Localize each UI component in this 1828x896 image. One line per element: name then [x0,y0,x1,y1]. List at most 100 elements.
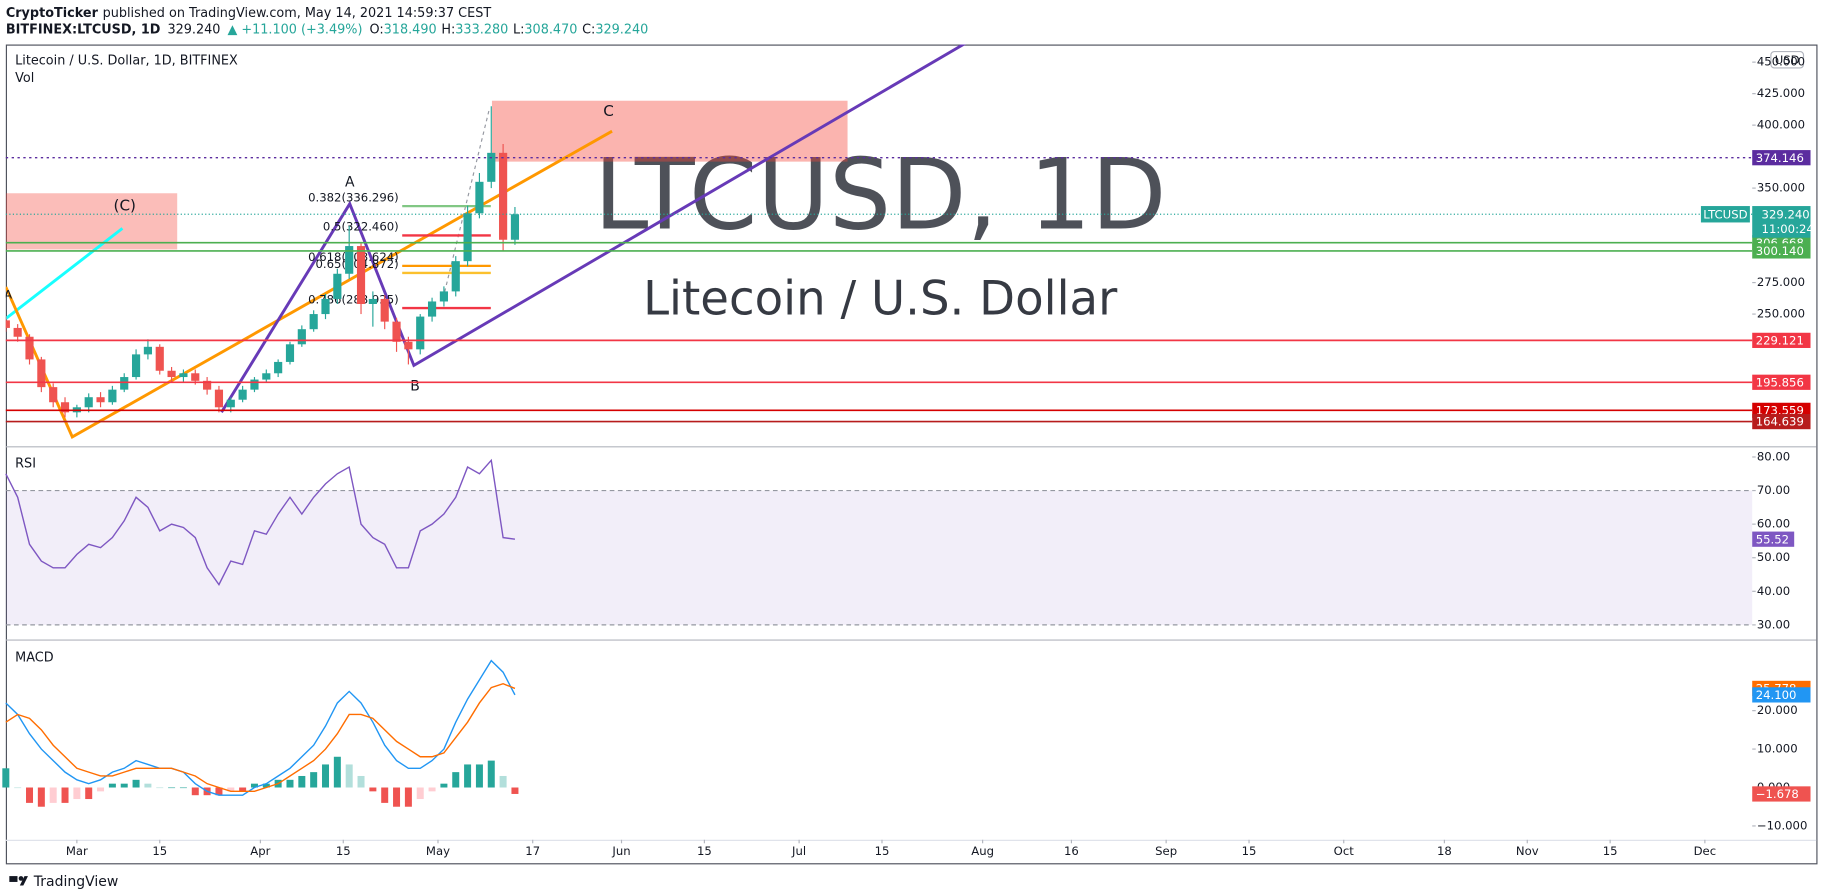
y-tick-label: 80.00 [1757,449,1790,463]
macd-histogram-bar [108,783,116,788]
candle-body [108,389,117,403]
macd-histogram-bar [227,787,235,792]
ohlc-key: H: [441,22,455,37]
macd-histogram-bar [452,772,460,788]
x-tick-label: Aug [971,844,994,858]
candle-body [499,152,508,240]
ohlc-key: C: [582,22,595,37]
price-tag-box [1752,206,1811,238]
macd-histogram-bar [2,768,10,788]
macd-histogram-bar [168,787,176,789]
candle-body [96,397,105,403]
level-tag: 173.559 [1756,403,1804,417]
published: published on TradingView.com, May 14, 20… [103,5,492,20]
macd-tag: −1.678 [1756,787,1799,801]
macd-histogram-bar [26,787,34,803]
macd-histogram-bar [37,787,45,807]
candle-body [475,181,484,214]
level-tag-box [1752,332,1811,348]
macd-histogram-bar [97,787,105,792]
y-tick-label: 50.00 [1757,550,1790,564]
macd-histogram-bar [262,783,270,788]
macd-histogram-bar [345,764,353,788]
macd-histogram-bar [14,787,22,789]
candle-body [238,389,247,400]
candle-body [214,389,224,408]
level-tag: 195.856 [1756,375,1804,389]
x-tick-label: 16 [1064,844,1079,858]
x-tick-label: Jul [791,844,806,858]
ohlc-value: 308.470 [524,22,577,37]
x-tick-label: 15 [1242,844,1257,858]
frame [5,44,1818,865]
candle-body [84,397,93,408]
publish-line: CryptoTicker published on TradingView.com… [6,5,492,20]
x-tick-label: 15 [152,844,167,858]
macd-line [5,659,516,796]
candle-body [368,298,377,304]
macd-histogram-bar [239,787,247,792]
macd-histogram-bar [475,764,483,788]
candle-body [439,291,448,302]
x-tick-label: Mar [66,844,88,858]
candle-body [285,344,295,362]
drawings: 0.382(336.296) 0.5(322.460) 0.618(308.624)… [5,44,967,439]
candle-body [167,370,176,378]
macd-histogram-bar [464,764,472,788]
rsi-title: RSI [15,456,36,471]
wave-label: A [345,175,355,191]
macd-histogram-bar [120,783,128,788]
candle-body [131,354,141,378]
currency-badge[interactable] [1770,50,1805,69]
candle-body [345,246,354,274]
candle-body [333,273,342,299]
x-tick-label: Nov [1516,844,1539,858]
fib-label: 0.618(308.624) [308,250,399,264]
level-tag: 164.639 [1756,415,1804,429]
x-tick-label: Jun [611,844,630,858]
x-tick-label: 17 [525,844,540,858]
macd-histogram-bar [61,787,69,803]
candle-body [155,346,164,371]
x-tick-label: 15 [1603,844,1618,858]
candle-body [416,316,425,350]
candle-body [13,327,22,337]
macd-histogram-bar [49,787,57,803]
macd-title: MACD [15,651,54,666]
y-tick-label: 20.000 [1757,703,1798,717]
x-tick-label: Dec [1694,844,1717,858]
level-tag-box [1752,243,1811,259]
rsi-tag: 55.52 [1756,532,1789,546]
author: CryptoTicker [6,5,99,20]
y-tick-label: 425.000 [1757,86,1805,100]
macd-histogram-bar [144,783,152,788]
x-tick-label: May [426,844,450,858]
level-tag: 229.121 [1756,333,1804,347]
ohlc-value: 333.280 [455,22,508,37]
logo [9,876,28,886]
macd-histogram-bar [393,787,401,807]
candle-body [380,298,389,322]
ohlc-key: O: [369,22,383,37]
candle-body [356,246,366,304]
x-tick-label: 15 [875,844,890,858]
macd-histogram-bar [440,783,448,788]
candle-body [487,152,496,182]
candle-body [60,402,70,413]
y-tick-label: 250.000 [1757,307,1805,321]
candle-body [5,320,10,328]
macd-tag-box [1752,786,1811,802]
y-tick-label: 70.00 [1757,483,1790,497]
x-tick-label: 18 [1437,844,1452,858]
zone [5,193,178,250]
candle-body [297,329,306,345]
macd-histogram-bar [286,779,294,788]
macd-histogram-bar [369,787,377,792]
currency: USD [1775,53,1800,67]
macd-histogram-bar [428,787,436,792]
symbol-tag: LTCUSD [1703,207,1747,221]
candle-body [191,373,200,381]
candle-body [143,346,152,355]
level-tag: 300.140 [1756,244,1804,258]
macd-histogram-bar [73,787,81,800]
